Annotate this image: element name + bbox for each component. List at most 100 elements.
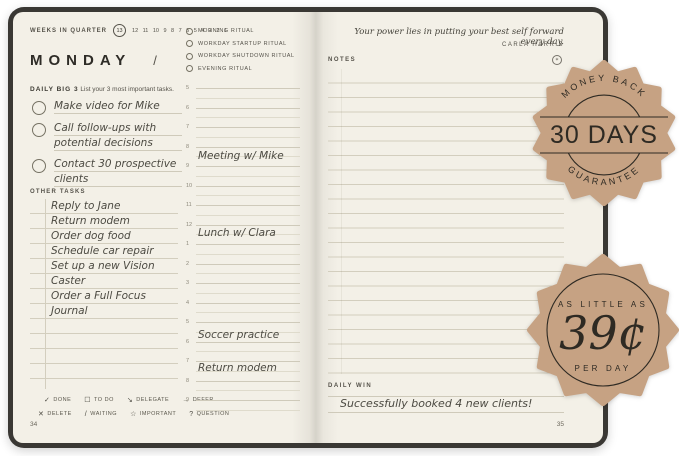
week-number: 9: [163, 27, 167, 34]
schedule-hour-row: 8: [186, 377, 300, 401]
ritual-checkbox-circle: [186, 40, 193, 48]
legend-label: DELETE: [47, 411, 72, 417]
schedule-hour-label: 12: [186, 221, 193, 228]
other-task-item: Reply to Jane: [51, 200, 121, 212]
schedule-hour-row: 10: [186, 182, 300, 206]
schedule-hour-label: 2: [186, 260, 190, 267]
notes-label: NOTES: [328, 57, 357, 63]
badge-center-text: 39¢: [559, 306, 647, 360]
task-text: Call follow-ups with potential decisions: [54, 121, 182, 152]
schedule-hour-row: 9: [186, 163, 300, 186]
ritual-label: EVENING RITUAL: [198, 65, 253, 72]
badge-bottom-text: PER DAY: [575, 364, 632, 373]
week-number: 1: [223, 27, 228, 34]
week-number: 5: [193, 27, 197, 34]
task-text: Contact 30 prospective clients: [54, 157, 182, 188]
starburst-seal-icon: AS LITTLE AS 39¢ PER DAY: [527, 254, 679, 406]
price-per-day-badge: AS LITTLE AS 39¢ PER DAY: [524, 251, 679, 409]
legend-symbol-icon: ☐: [84, 397, 92, 404]
big3-task: Call follow-ups with potential decisions: [32, 121, 182, 152]
schedule-hour-label: 6: [186, 104, 190, 111]
ritual-label: WORKDAY SHUTDOWN RITUAL: [198, 53, 295, 60]
ritual-row: WORKDAY STARTUP RITUAL: [186, 38, 295, 51]
legend-symbol-icon: /: [84, 410, 88, 418]
other-task-item: Order a Full Focus Journal: [51, 290, 146, 317]
schedule-hour-label: 7: [186, 358, 190, 364]
legend-item: / WAITING: [85, 410, 117, 418]
other-task-item: Return modem: [51, 215, 130, 227]
schedule-hour-row: 6: [186, 338, 300, 362]
daily-win-label: DAILY WIN: [328, 383, 373, 389]
daily-quote: Your power lies in putting your best sel…: [354, 27, 564, 47]
schedule-hour-row: 5: [186, 85, 300, 108]
badge-center-text: 30 DAYS: [550, 121, 658, 149]
daily-win-rule: [328, 396, 564, 397]
schedule-hour-row: 8: [186, 143, 300, 167]
schedule-hour-row: 4: [186, 299, 300, 323]
ritual-label: WORKDAY STARTUP RITUAL: [198, 40, 287, 47]
current-week-badge: 13: [113, 24, 127, 37]
legend-label: IMPORTANT: [139, 411, 177, 417]
legend-item: ↘ DELEGATE: [127, 396, 169, 404]
task-checkbox-circle: [32, 123, 46, 137]
week-number: 4: [201, 27, 205, 34]
schedule-hour-label: 3: [186, 280, 190, 286]
legend-item: ☐ TO DO: [84, 396, 114, 404]
schedule-hour-label: 1: [186, 241, 190, 247]
task-checkbox-circle: [32, 101, 46, 115]
schedule-entry: Lunch w/ Clara: [198, 227, 276, 239]
schedule-hour-label: 8: [186, 377, 190, 384]
schedule-hour-label: 6: [186, 338, 190, 345]
other-task-item: Order dog food: [51, 230, 131, 242]
legend-label: DELEGATE: [136, 397, 170, 403]
ritual-row: WORKDAY SHUTDOWN RITUAL: [186, 50, 295, 63]
schedule-hour-row: 11: [186, 202, 300, 225]
daily-win-rule: [328, 412, 564, 413]
other-task-item: Schedule car repair: [51, 245, 154, 257]
ritual-checkbox-circle: [186, 65, 193, 73]
schedule-hour-label: 5: [186, 319, 190, 325]
page-number-right: 35: [556, 421, 564, 428]
notes-marker-icon: ✶: [552, 55, 562, 65]
daily-big3-sublabel: List your 3 most important tasks.: [80, 86, 174, 93]
schedule-hour-label: 10: [186, 182, 193, 189]
current-week-number: 13: [116, 27, 123, 34]
schedule-hour-row: 7: [186, 358, 300, 381]
schedule-hour-label: 11: [186, 202, 192, 208]
daily-win-entry: Successfully booked 4 new clients!: [340, 397, 533, 410]
legend-item: ✕ DELETE: [38, 410, 72, 418]
schedule-hour-row: 7: [186, 124, 300, 147]
legend-label: DONE: [53, 397, 72, 403]
daily-big3-label: DAILY BIG 3: [30, 86, 79, 93]
badge-top-text: AS LITTLE AS: [558, 300, 648, 309]
schedule-hour-label: 8: [186, 143, 190, 150]
task-text: Make video for Mike: [54, 99, 182, 116]
schedule-hour-label: 4: [186, 299, 190, 306]
schedule-hour-row: 6: [186, 104, 300, 128]
schedule-hour-row: 5: [186, 319, 300, 342]
schedule-entry: Meeting w/ Mike: [198, 150, 284, 162]
other-tasks-list: Reply to Jane Return modem Order dog food S…: [51, 199, 178, 319]
schedule-hour-row: 12: [186, 221, 300, 245]
legend-symbol-icon: ✕: [38, 411, 45, 418]
schedule-hour-label: 9: [186, 163, 190, 169]
schedule-entry: Soccer practice: [198, 329, 280, 341]
ritual-label: MORNING RITUAL: [198, 28, 255, 35]
week-number: 3: [208, 27, 212, 34]
schedule-hour-row: 2: [186, 260, 300, 284]
legend-symbol-icon: ✓: [44, 397, 51, 404]
starburst-seal-icon: MONEY BACK 30 DAYS GUARANTEE: [532, 60, 676, 206]
ritual-checkbox-circle: [186, 52, 193, 60]
week-number: 8: [171, 27, 175, 34]
quote-author: CARLA HARRIS: [501, 42, 564, 48]
rituals-list: MORNING RITUAL WORKDAY STARTUP RITUAL WO…: [186, 25, 295, 75]
date-placeholder: /: [153, 53, 157, 68]
schedule-hour-label: 9: [186, 397, 190, 403]
task-checkbox-circle: [32, 159, 46, 173]
week-number: 12: [132, 27, 139, 34]
schedule-hour-row: 3: [186, 280, 300, 303]
legend-symbol-icon: ↘: [126, 397, 134, 404]
schedule-hour-label: 7: [186, 124, 190, 130]
other-task-item: Set up a new Vision Caster: [51, 260, 155, 287]
daily-big3-header: DAILY BIG 3 List your 3 most important t…: [30, 86, 174, 93]
